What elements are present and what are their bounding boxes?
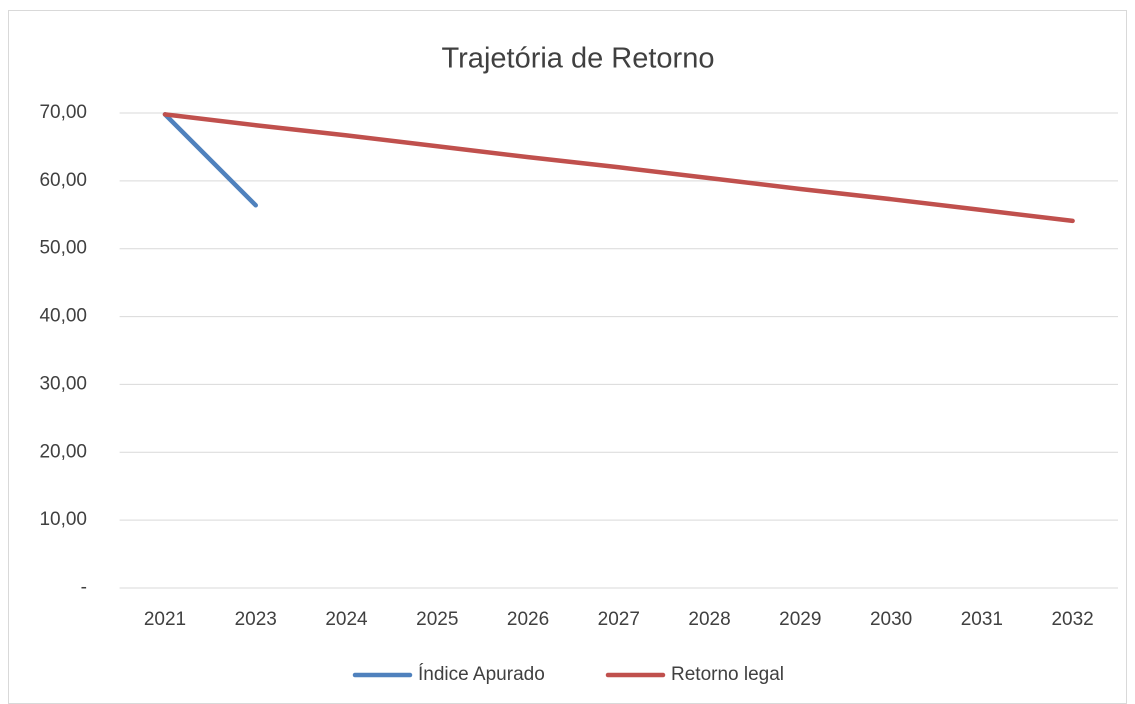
y-tick-label: 10,00 [39, 509, 87, 530]
y-tick-label: 50,00 [39, 238, 87, 259]
x-tick-label: 2026 [507, 609, 549, 630]
x-tick-label: 2023 [235, 609, 277, 630]
y-tick-label: 20,00 [39, 441, 87, 462]
legend-label: Retorno legal [671, 664, 784, 685]
x-tick-label: 2032 [1051, 609, 1093, 630]
y-tick-label: 40,00 [39, 306, 87, 327]
y-tick-label: 30,00 [39, 373, 87, 394]
x-tick-label: 2027 [598, 609, 640, 630]
series-line [162, 112, 1075, 224]
series-line [162, 112, 258, 208]
x-tick-label: 2029 [779, 609, 821, 630]
chart-title: Trajetória de Retorno [442, 43, 715, 75]
x-tick-label: 2021 [144, 609, 186, 630]
x-tick-label: 2030 [870, 609, 912, 630]
x-tick-label: 2028 [688, 609, 730, 630]
x-tick-label: 2031 [961, 609, 1003, 630]
x-tick-label: 2025 [416, 609, 458, 630]
y-tick-label: 60,00 [39, 170, 87, 191]
legend-label: Índice Apurado [418, 664, 545, 685]
x-tick-label: 2024 [325, 609, 368, 630]
y-tick-label: - [81, 577, 87, 598]
y-tick-label: 70,00 [39, 102, 87, 123]
